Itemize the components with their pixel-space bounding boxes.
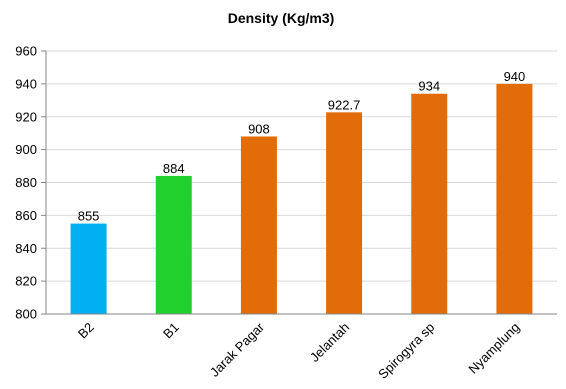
data-label: 855 xyxy=(78,209,100,224)
y-tick-label: 860 xyxy=(15,208,37,223)
y-tick-label: 900 xyxy=(15,142,37,157)
y-tick-label: 880 xyxy=(15,175,37,190)
bars: 855 884 908 922.7 934 940 xyxy=(70,69,533,314)
gridlines xyxy=(46,50,557,282)
data-label: 922.7 xyxy=(328,97,361,112)
data-label: 940 xyxy=(504,69,526,84)
x-tick-label: Spirogyra sp xyxy=(375,320,437,382)
x-axis: B2 B1 Jarak Pagar Jelantah Spirogyra sp Nyamp… xyxy=(46,313,557,382)
y-axis: 800 820 840 860 880 900 920 940 960 xyxy=(15,44,47,322)
bar-b1 xyxy=(155,175,192,314)
y-tick-label: 940 xyxy=(15,76,37,91)
bar-spirogyra-sp xyxy=(411,93,448,314)
data-label: 884 xyxy=(163,161,185,176)
data-label: 908 xyxy=(248,121,270,136)
y-tick-label: 840 xyxy=(15,241,37,256)
bar-jarak-pagar xyxy=(240,136,277,314)
x-tick-label: Jelantah xyxy=(307,320,352,365)
x-tick-label: Nyamplung xyxy=(465,320,522,377)
x-tick-label: B1 xyxy=(160,320,182,342)
data-label: 934 xyxy=(418,79,440,94)
bar-b2 xyxy=(70,223,107,314)
chart-title: Density (Kg/m3) xyxy=(228,10,335,26)
y-tick-label: 920 xyxy=(15,109,37,124)
x-tick-label: Jarak Pagar xyxy=(207,319,268,380)
y-tick-label: 800 xyxy=(15,307,37,322)
x-tick-label: B2 xyxy=(75,320,97,342)
bar-nyamplung xyxy=(496,83,533,314)
y-tick-label: 960 xyxy=(15,44,37,59)
y-tick-label: 820 xyxy=(15,274,37,289)
bar-jelantah xyxy=(326,112,363,314)
